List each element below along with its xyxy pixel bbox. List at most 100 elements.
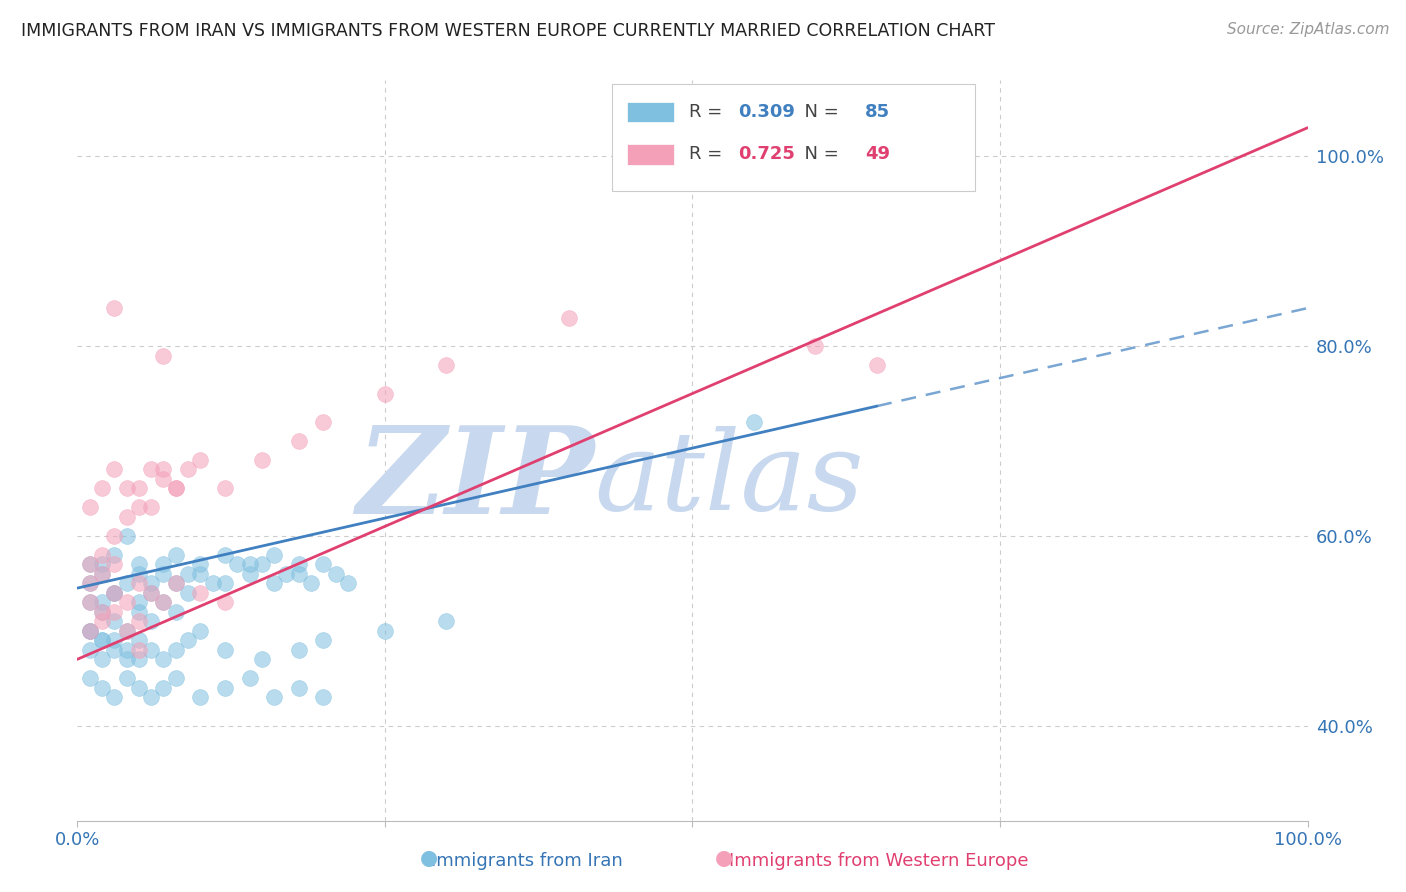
Point: [115, 671, 138, 685]
Point: [79, 642, 101, 657]
Point: [276, 566, 298, 581]
Point: [103, 633, 125, 648]
Point: [312, 415, 335, 429]
Point: [177, 462, 200, 476]
Point: [141, 615, 163, 629]
Point: [103, 529, 125, 543]
Point: [79, 500, 101, 515]
Bar: [627, 102, 673, 122]
Point: [188, 453, 212, 467]
Bar: [627, 144, 673, 165]
Point: [103, 642, 125, 657]
Text: N =: N =: [793, 145, 845, 163]
Point: [103, 301, 125, 315]
Point: [165, 576, 187, 591]
Point: [152, 472, 174, 486]
Point: [115, 624, 138, 638]
Text: 49: 49: [865, 145, 890, 163]
Point: [128, 615, 150, 629]
Point: [128, 681, 150, 695]
Text: Source: ZipAtlas.com: Source: ZipAtlas.com: [1226, 22, 1389, 37]
Point: [128, 652, 150, 666]
Point: [165, 482, 187, 496]
Point: [152, 558, 174, 572]
Point: [115, 529, 138, 543]
Point: [152, 595, 174, 609]
Point: [152, 652, 174, 666]
Point: [436, 358, 458, 372]
Point: [263, 548, 285, 562]
Point: [312, 558, 335, 572]
Point: [214, 482, 236, 496]
Point: [239, 558, 262, 572]
Point: [128, 633, 150, 648]
Point: [141, 586, 163, 600]
Point: [128, 482, 150, 496]
Point: [90, 595, 114, 609]
Y-axis label: Currently Married: Currently Married: [0, 377, 8, 524]
Point: [115, 642, 138, 657]
Text: 0.309: 0.309: [738, 103, 794, 121]
Point: [128, 605, 150, 619]
Point: [165, 482, 187, 496]
Point: [103, 605, 125, 619]
Point: [374, 386, 396, 401]
Point: [90, 633, 114, 648]
Point: [165, 642, 187, 657]
Point: [79, 595, 101, 609]
Point: [79, 595, 101, 609]
Point: [558, 310, 581, 325]
Point: [165, 576, 187, 591]
Point: [214, 681, 236, 695]
Point: [103, 462, 125, 476]
Point: [90, 558, 114, 572]
Text: ZIP: ZIP: [356, 421, 595, 540]
Point: [165, 671, 187, 685]
Text: R =: R =: [689, 145, 728, 163]
Point: [436, 615, 458, 629]
Point: [201, 576, 224, 591]
Point: [128, 500, 150, 515]
Text: 85: 85: [865, 103, 890, 121]
Point: [177, 586, 200, 600]
Point: [103, 586, 125, 600]
Point: [79, 558, 101, 572]
Text: atlas: atlas: [595, 426, 863, 533]
Point: [263, 690, 285, 705]
Point: [325, 566, 347, 581]
Point: [79, 576, 101, 591]
Text: ●: ●: [420, 848, 437, 868]
Point: [103, 586, 125, 600]
Point: [90, 548, 114, 562]
Point: [90, 633, 114, 648]
Point: [103, 558, 125, 572]
Point: [152, 566, 174, 581]
Point: [128, 576, 150, 591]
Point: [79, 558, 101, 572]
Point: [214, 548, 236, 562]
Point: [152, 462, 174, 476]
Point: [288, 566, 311, 581]
Point: [90, 681, 114, 695]
Point: [115, 482, 138, 496]
Point: [141, 576, 163, 591]
Point: [115, 509, 138, 524]
Point: [188, 586, 212, 600]
Point: [90, 482, 114, 496]
Point: [214, 595, 236, 609]
Point: [141, 586, 163, 600]
Point: [141, 642, 163, 657]
Point: [188, 558, 212, 572]
Point: [188, 566, 212, 581]
Point: [177, 566, 200, 581]
Point: [90, 605, 114, 619]
Point: [152, 681, 174, 695]
Point: [103, 690, 125, 705]
Point: [79, 624, 101, 638]
Point: [128, 642, 150, 657]
Point: [312, 690, 335, 705]
Point: [742, 415, 765, 429]
Point: [804, 339, 827, 353]
Point: [288, 681, 311, 695]
Point: [103, 615, 125, 629]
